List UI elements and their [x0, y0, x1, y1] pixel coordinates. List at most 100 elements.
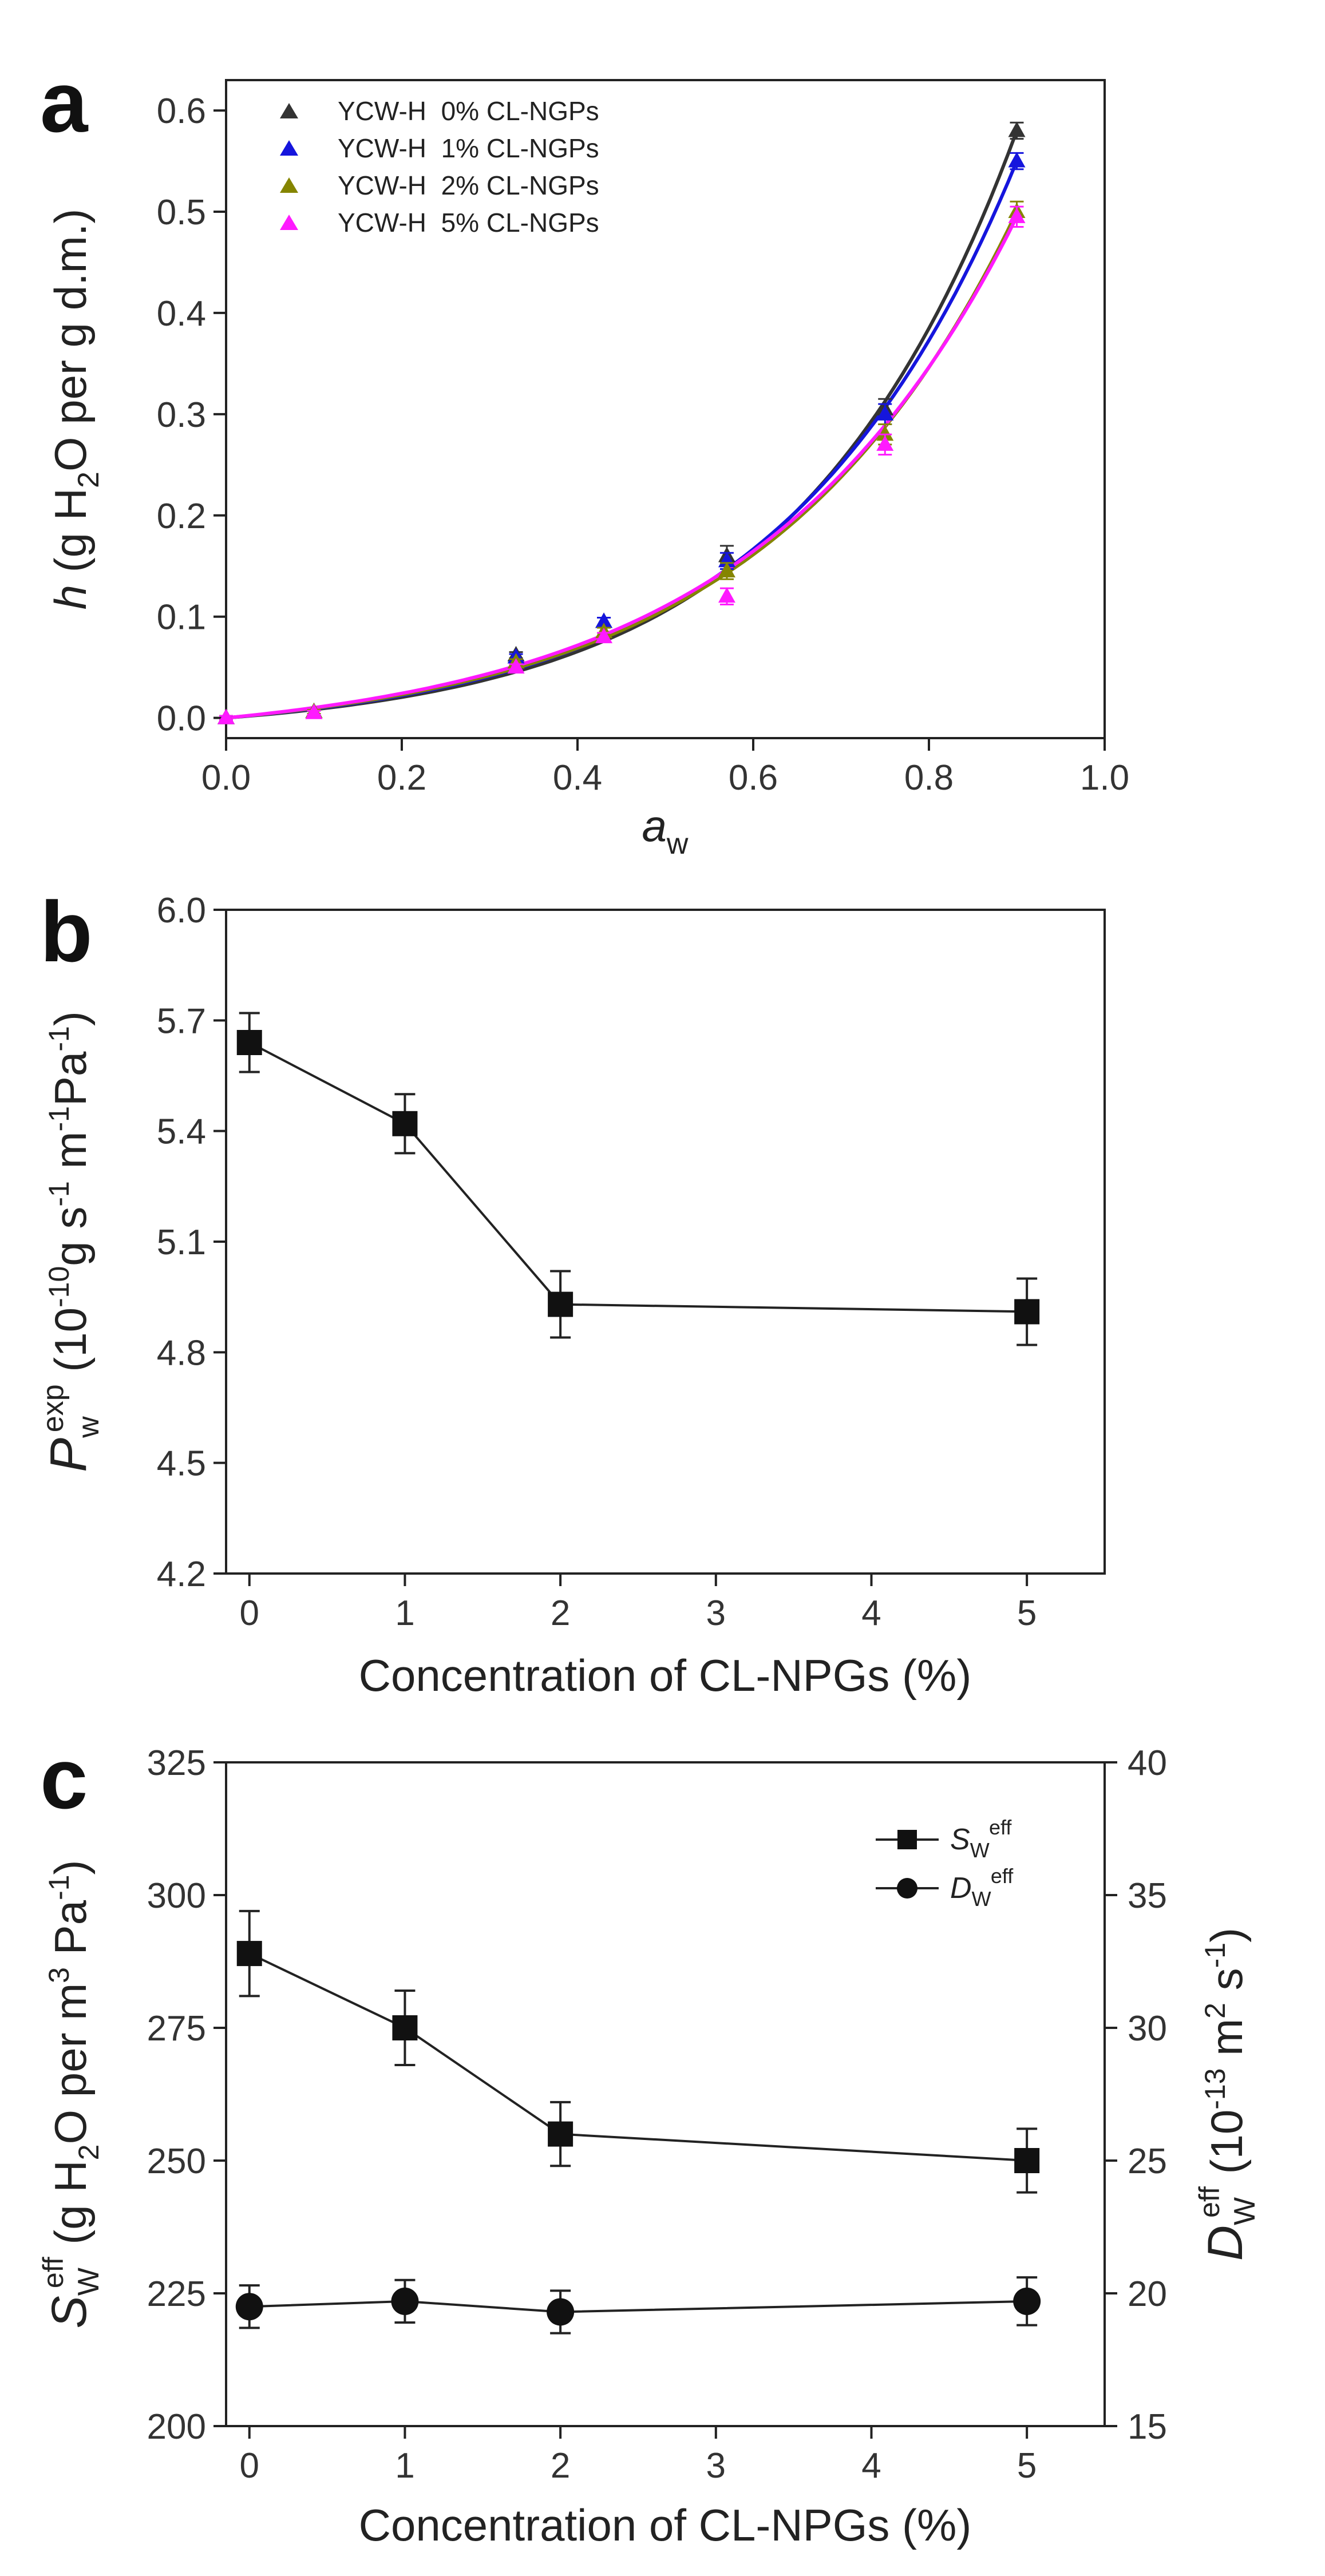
- panel-c-left-title-exp: 3: [43, 1967, 75, 1983]
- panel-b-letter: b: [40, 883, 93, 980]
- panel-b-x-tick-label-4: 4: [861, 1594, 881, 1633]
- panel-c-right-title-exp3: -1: [1199, 1943, 1231, 1968]
- panel-b: b 0 1 2 3 4 5 4.2 4.5 4.8 5.1 5.4 5.7 6.0 Concentra…: [37, 883, 1106, 1701]
- panel-b-y-tick-label-3: 5.1: [157, 1223, 206, 1262]
- data-point-s0-p6: [1008, 121, 1026, 137]
- data-point-s3-p2: [507, 658, 525, 674]
- panel-c-x-tick-label-2: 2: [551, 2446, 570, 2486]
- panel-a-y-tick-label-2: 0.2: [157, 497, 206, 536]
- panel-c-left-title-sup: eff: [37, 2257, 69, 2288]
- panel-c-point-s1-p2: [547, 2298, 575, 2326]
- panel-c-x-axis-title: Concentration of CL-NPGs (%): [359, 2500, 972, 2550]
- legend-marker-3: [280, 215, 298, 230]
- panel-c-right-title-mid2: s: [1201, 1968, 1252, 2003]
- panel-c-right-title-exp2: 2: [1199, 2003, 1231, 2019]
- legend-entry-d: DWeff: [876, 1864, 1014, 1911]
- panel-c-left-y-tick-label-4: 300: [147, 1876, 206, 1916]
- panel-a-y-tick-labels: 0.0 0.1 0.2 0.3 0.4 0.5 0.6: [157, 92, 206, 739]
- panel-c-letter: c: [40, 1730, 88, 1826]
- panel-c-series-line-1: [249, 2300, 1027, 2313]
- panel-b-y-tick-label-6: 6.0: [157, 891, 206, 930]
- legend-entry-3: YCW-H 5% CL-NGPs: [280, 208, 599, 237]
- panel-c-point-s0-p0: [236, 1941, 262, 1967]
- panel-c-right-title-exp: -13: [1199, 2068, 1231, 2110]
- data-point-s1-p6: [1008, 152, 1026, 168]
- panel-b-y-axis-title: Pwexp (10-10g s-1 m-1Pa-1): [37, 1011, 105, 1472]
- legend-entry-s: SWeff: [876, 1816, 1012, 1862]
- panel-a-x-tick-label-4: 0.8: [904, 758, 954, 798]
- panel-c-plot-frame: [225, 1761, 1106, 2427]
- data-point-s1-p3: [595, 612, 613, 628]
- panel-a-y-tick-label-5: 0.5: [157, 193, 206, 232]
- panel-c-right-title-mid: m: [1201, 2019, 1252, 2068]
- panel-c-right-y-tick-labels: 15 20 25 30 35 40: [1128, 1743, 1167, 2447]
- panel-c-left-y-tick-label-3: 275: [147, 2009, 206, 2048]
- panel-c-x-tick-label-1: 1: [395, 2446, 414, 2486]
- fit-curve-series-2: [226, 211, 1019, 720]
- panel-a: a 0.0 0.2 0.4 0.6 0.8 1.0 0.00.10.20.30.40.50…: [40, 54, 1129, 861]
- legend-marker-2: [280, 177, 298, 193]
- legend-circle-marker: [897, 1878, 917, 1899]
- panel-c: c 0 1 2 3 4 5 200 225 250 275 300 325 15 20 25 30 35 40…: [37, 1730, 1261, 2550]
- panel-c-point-s1-p0: [235, 2293, 263, 2321]
- panel-b-point-3: [1014, 1299, 1040, 1325]
- data-point-s2-p4: [718, 562, 735, 578]
- panel-a-x-tick-label-5: 1.0: [1080, 758, 1129, 798]
- panel-b-y-title-tail: ): [45, 1011, 96, 1026]
- legend-label-d: DWeff: [950, 1864, 1014, 1911]
- panel-b-y-title-exp2: -1: [43, 1181, 75, 1206]
- data-point-s3-p6: [1008, 207, 1026, 223]
- panel-c-right-y-tick-label-2: 25: [1128, 2142, 1167, 2181]
- panel-c-right-title-tail: ): [1201, 1928, 1252, 1943]
- panel-a-y-axis-title: h (g H2O per g d.m.): [45, 209, 105, 610]
- panel-c-right-title-main: D: [1198, 2225, 1253, 2261]
- panel-c-right-title-sub: W: [1228, 2197, 1261, 2225]
- panel-b-y-tick-labels: 4.2 4.5 4.8 5.1 5.4 5.7 6.0: [157, 891, 206, 1594]
- panel-c-series: [235, 1909, 1041, 2335]
- panel-c-left-y-tick-label-2: 250: [147, 2142, 206, 2181]
- panel-a-y-tick-label-6: 0.6: [157, 92, 206, 131]
- panel-b-y-title-rest: (10: [45, 1307, 96, 1384]
- panel-c-point-s0-p3: [1014, 2148, 1040, 2173]
- panel-c-right-y-tick-label-3: 30: [1128, 2009, 1167, 2048]
- panel-c-x-tick-labels: 0 1 2 3 4 5: [240, 2446, 1037, 2486]
- panel-c-point-s1-p1: [391, 2287, 419, 2315]
- data-point-s3-p3: [595, 628, 613, 644]
- panel-a-y-tick-label-1: 0.1: [157, 598, 206, 637]
- panel-b-y-tick-label-4: 5.4: [157, 1112, 206, 1152]
- panel-c-ticks: [213, 1761, 1117, 2439]
- panel-b-y-title-sub: w: [72, 1416, 105, 1438]
- legend-s-sup: eff: [989, 1816, 1012, 1839]
- panel-a-x-axis-title: aw: [642, 800, 689, 861]
- panel-c-x-tick-label-5: 5: [1017, 2446, 1037, 2486]
- panel-c-x-tick-label-3: 3: [706, 2446, 726, 2486]
- data-point-s2-p5: [876, 425, 894, 441]
- panel-b-y-title-exp3: -1: [43, 1106, 75, 1131]
- panel-c-left-title-exp2: -1: [43, 1874, 75, 1900]
- panel-a-x-tick-labels: 0.0 0.2 0.4 0.6 0.8 1.0: [201, 758, 1129, 798]
- panel-b-x-tick-label-5: 5: [1017, 1594, 1037, 1633]
- legend-label-1: YCW-H 1% CL-NGPs: [338, 133, 599, 163]
- panel-b-point-2: [548, 1291, 573, 1317]
- panel-c-right-title-sup: eff: [1193, 2186, 1225, 2218]
- data-point-s3-p0: [217, 708, 235, 724]
- legend-d-sub: W: [972, 1887, 991, 1911]
- legend-d-sup: eff: [991, 1864, 1014, 1888]
- legend-label-2: YCW-H 2% CL-NGPs: [338, 171, 599, 200]
- panel-b-y-tick-label-2: 4.8: [157, 1333, 206, 1373]
- fit-curve-series-3: [226, 216, 1019, 720]
- panel-b-y-title-main: P: [40, 1438, 97, 1472]
- legend-entry-2: YCW-H 2% CL-NGPs: [280, 171, 599, 200]
- data-point-s3-p4: [718, 587, 735, 603]
- panel-a-x-title-main: a: [642, 800, 667, 851]
- panel-c-point-s0-p2: [548, 2121, 573, 2147]
- panel-c-series-line-0: [248, 1952, 1027, 2162]
- panel-c-right-y-tick-label-4: 35: [1128, 1876, 1167, 1916]
- panel-b-x-tick-label-0: 0: [240, 1594, 259, 1633]
- panel-c-x-tick-label-0: 0: [240, 2446, 259, 2486]
- panel-b-y-title-mid3: Pa: [45, 1051, 96, 1106]
- panel-b-point-1: [392, 1111, 418, 1136]
- panel-c-right-y-axis-title: DWeff (10-13 m2 s-1): [1193, 1928, 1261, 2261]
- legend-s-sub: W: [970, 1838, 990, 1862]
